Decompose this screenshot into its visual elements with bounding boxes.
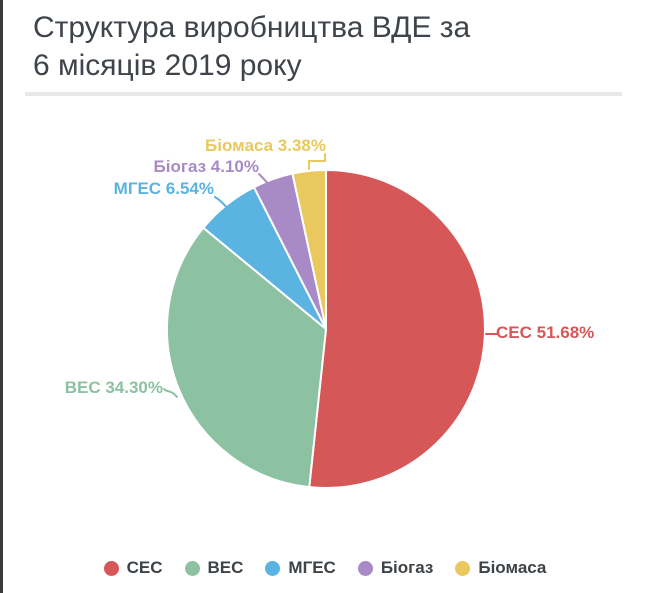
callout-label-ses: СЕС 51.68% xyxy=(496,323,595,342)
callout-label-biomasa: Біомаса 3.38% xyxy=(205,136,326,155)
legend-swatch-ses-icon xyxy=(103,560,119,576)
legend-item-mges[interactable]: МГЕС xyxy=(265,558,336,578)
pie-slice-Біомаса[interactable] xyxy=(291,169,327,330)
legend-item-ses[interactable]: СЕС xyxy=(103,558,163,578)
callout-label-ves: ВЕС 34.30% xyxy=(64,378,163,397)
title-divider xyxy=(25,92,622,96)
window-left-border xyxy=(0,0,3,593)
callout-line-МГЕС xyxy=(214,196,235,217)
callout-line-Біомаса xyxy=(308,153,326,170)
legend-item-ves[interactable]: ВЕС xyxy=(184,558,244,578)
legend-swatch-mges-icon xyxy=(265,560,281,576)
legend-swatch-biomasa-icon xyxy=(455,560,471,576)
callout-label-biogaz: Біогаз 4.10% xyxy=(153,157,259,176)
callout-line-ВЕС xyxy=(163,388,178,398)
legend-label-mges: МГЕС xyxy=(288,558,336,577)
legend-item-biogaz[interactable]: Біогаз xyxy=(357,558,434,578)
chart-title-line-2: 6 місяців 2019 року xyxy=(33,49,302,82)
pie-slice-СЕС[interactable] xyxy=(308,169,486,489)
legend-label-biogaz: Біогаз xyxy=(380,558,434,577)
chart-title: Структура виробництва ВДЕ за 6 місяців 2… xyxy=(33,9,578,85)
legend-label-ves: ВЕС xyxy=(207,558,244,577)
callout-label-mges: МГЕС 6.54% xyxy=(113,179,214,198)
callout-line-Біогаз xyxy=(258,173,275,192)
pie-slice-ВЕС[interactable] xyxy=(166,226,327,489)
legend-swatch-ves-icon xyxy=(184,560,200,576)
legend-swatch-biogaz-icon xyxy=(357,560,373,576)
chart-legend: СЕС ВЕС МГЕС Біогаз Біомаса xyxy=(0,555,650,581)
legend-item-biomasa[interactable]: Біомаса xyxy=(455,558,546,578)
legend-label-ses: СЕС xyxy=(126,558,163,577)
legend-label-biomasa: Біомаса xyxy=(478,558,547,577)
chart-title-line-1: Структура виробництва ВДЕ за xyxy=(33,11,471,44)
